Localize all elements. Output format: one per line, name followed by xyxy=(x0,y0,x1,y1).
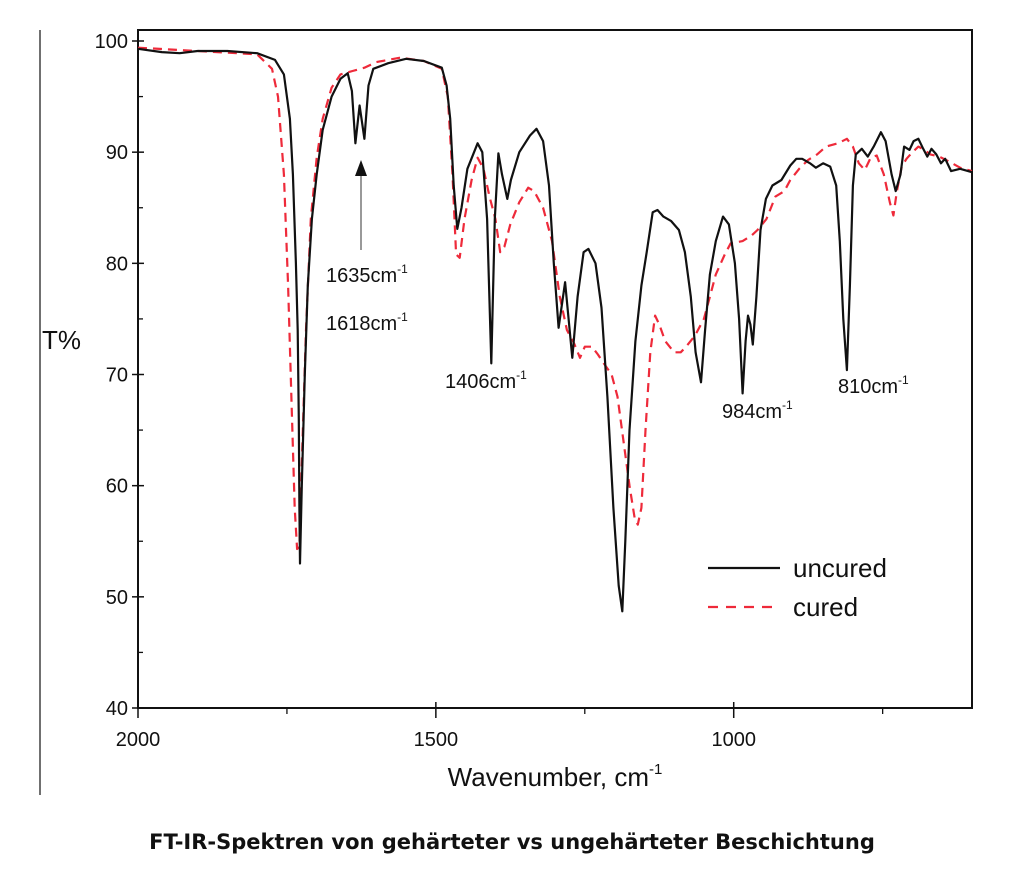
annotation-arrow-head xyxy=(355,160,367,176)
series-group xyxy=(137,46,973,613)
annotation-1406: 1406cm-1 xyxy=(445,368,527,393)
legend: uncured cured xyxy=(708,553,887,622)
y-axis-title: T% xyxy=(42,325,81,355)
y-tick-label: 60 xyxy=(106,476,128,498)
y-tick-label: 100 xyxy=(95,31,128,53)
x-tick-label: 2000 xyxy=(116,729,161,751)
x-tick-label: 1500 xyxy=(414,729,459,751)
y-tick-label: 90 xyxy=(106,142,128,164)
figure-caption: FT-IR-Spektren von gehärteter vs ungehär… xyxy=(149,830,875,854)
plot-frame xyxy=(137,29,973,709)
x-tick-label: 1000 xyxy=(711,729,756,751)
legend-label-uncured: uncured xyxy=(793,553,887,583)
annotation-1618: 1618cm-1 xyxy=(326,310,408,335)
y-tick-label: 70 xyxy=(106,365,128,387)
legend-label-cured: cured xyxy=(793,592,858,622)
x-axis-title: Wavenumber, cm-1 xyxy=(448,761,663,792)
annotation-1635: 1635cm-1 xyxy=(326,262,408,287)
y-tick-label: 50 xyxy=(106,587,128,609)
annotation-984: 984cm-1 xyxy=(722,398,793,423)
series-line-uncured xyxy=(137,47,973,613)
y-tick-label: 40 xyxy=(106,698,128,720)
y-tick-label: 80 xyxy=(106,253,128,275)
axis-ticks: 40 50 60 70 80 90 100 2000 1500 1000 xyxy=(95,31,884,751)
annotation-810: 810cm-1 xyxy=(838,373,909,398)
series-line-cured xyxy=(137,46,973,551)
